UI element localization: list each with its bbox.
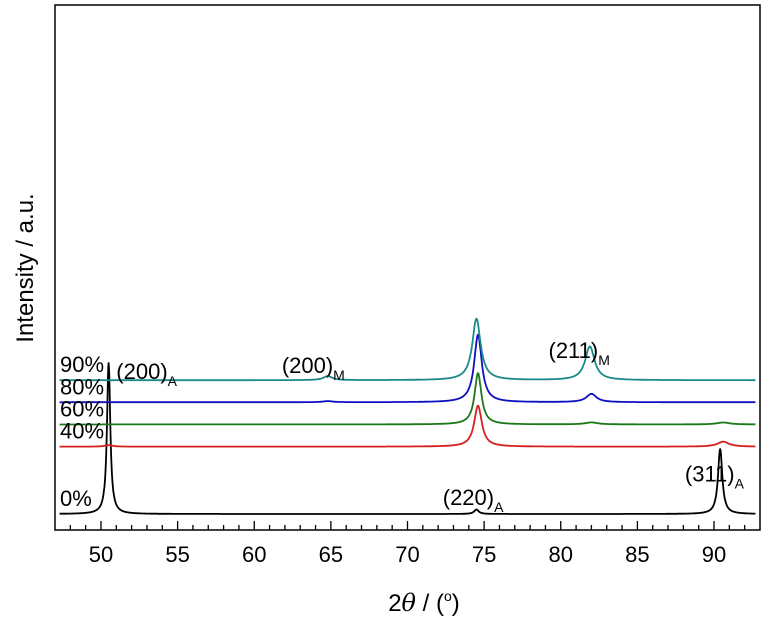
peak-label-200-a: (200)A	[116, 359, 177, 389]
x-axis-title: 2θ / (o)	[388, 588, 460, 617]
series-line-80pct	[59, 333, 756, 404]
series-label-0pct: 0%	[60, 486, 92, 511]
x-tick-label-70: 70	[395, 542, 419, 567]
series-line-40pct	[59, 404, 756, 448]
peak-label-220-a: (220)A	[443, 485, 504, 515]
series-line-0pct	[59, 362, 756, 515]
series-layer	[59, 317, 756, 515]
x-axis-title-prefix: 2	[388, 590, 401, 617]
x-tick-label-65: 65	[319, 542, 343, 567]
x-tick-label-50: 50	[89, 542, 113, 567]
peak-label-211-m: (211)M	[549, 338, 610, 368]
x-axis-title-suffix: / (	[416, 590, 444, 617]
x-axis-title-close: )	[452, 590, 460, 617]
x-axis-title-unit: o	[444, 588, 452, 604]
series-labels: 0% 40%60%80%90%	[60, 352, 104, 511]
peak-labels: (200)M (211)M (200)A (220)A (311)A	[116, 338, 744, 515]
y-axis-title: Intensity / a.u.	[12, 193, 39, 342]
x-tick-label-85: 85	[625, 542, 649, 567]
plot-frame	[54, 4, 761, 531]
series-label-60pct: 60%	[60, 396, 104, 421]
x-tick-label-60: 60	[242, 542, 266, 567]
series-label-80pct: 80%	[60, 374, 104, 399]
series-label-40pct: 40%	[60, 419, 104, 444]
x-axis-ticks: 50 55 60 65 70 75 80 85 90	[69, 521, 746, 567]
peak-label-311-a: (311)A	[685, 462, 745, 492]
peak-label-200-m: (200)M	[282, 353, 345, 383]
x-tick-label-75: 75	[472, 542, 496, 567]
x-axis-title-symbol: θ	[402, 589, 417, 617]
x-tick-label-90: 90	[702, 542, 726, 567]
x-tick-label-80: 80	[549, 542, 573, 567]
series-label-90pct: 90%	[60, 352, 104, 377]
x-tick-label-55: 55	[165, 542, 189, 567]
series-line-60pct	[59, 372, 756, 426]
series-line-90pct	[59, 317, 756, 382]
